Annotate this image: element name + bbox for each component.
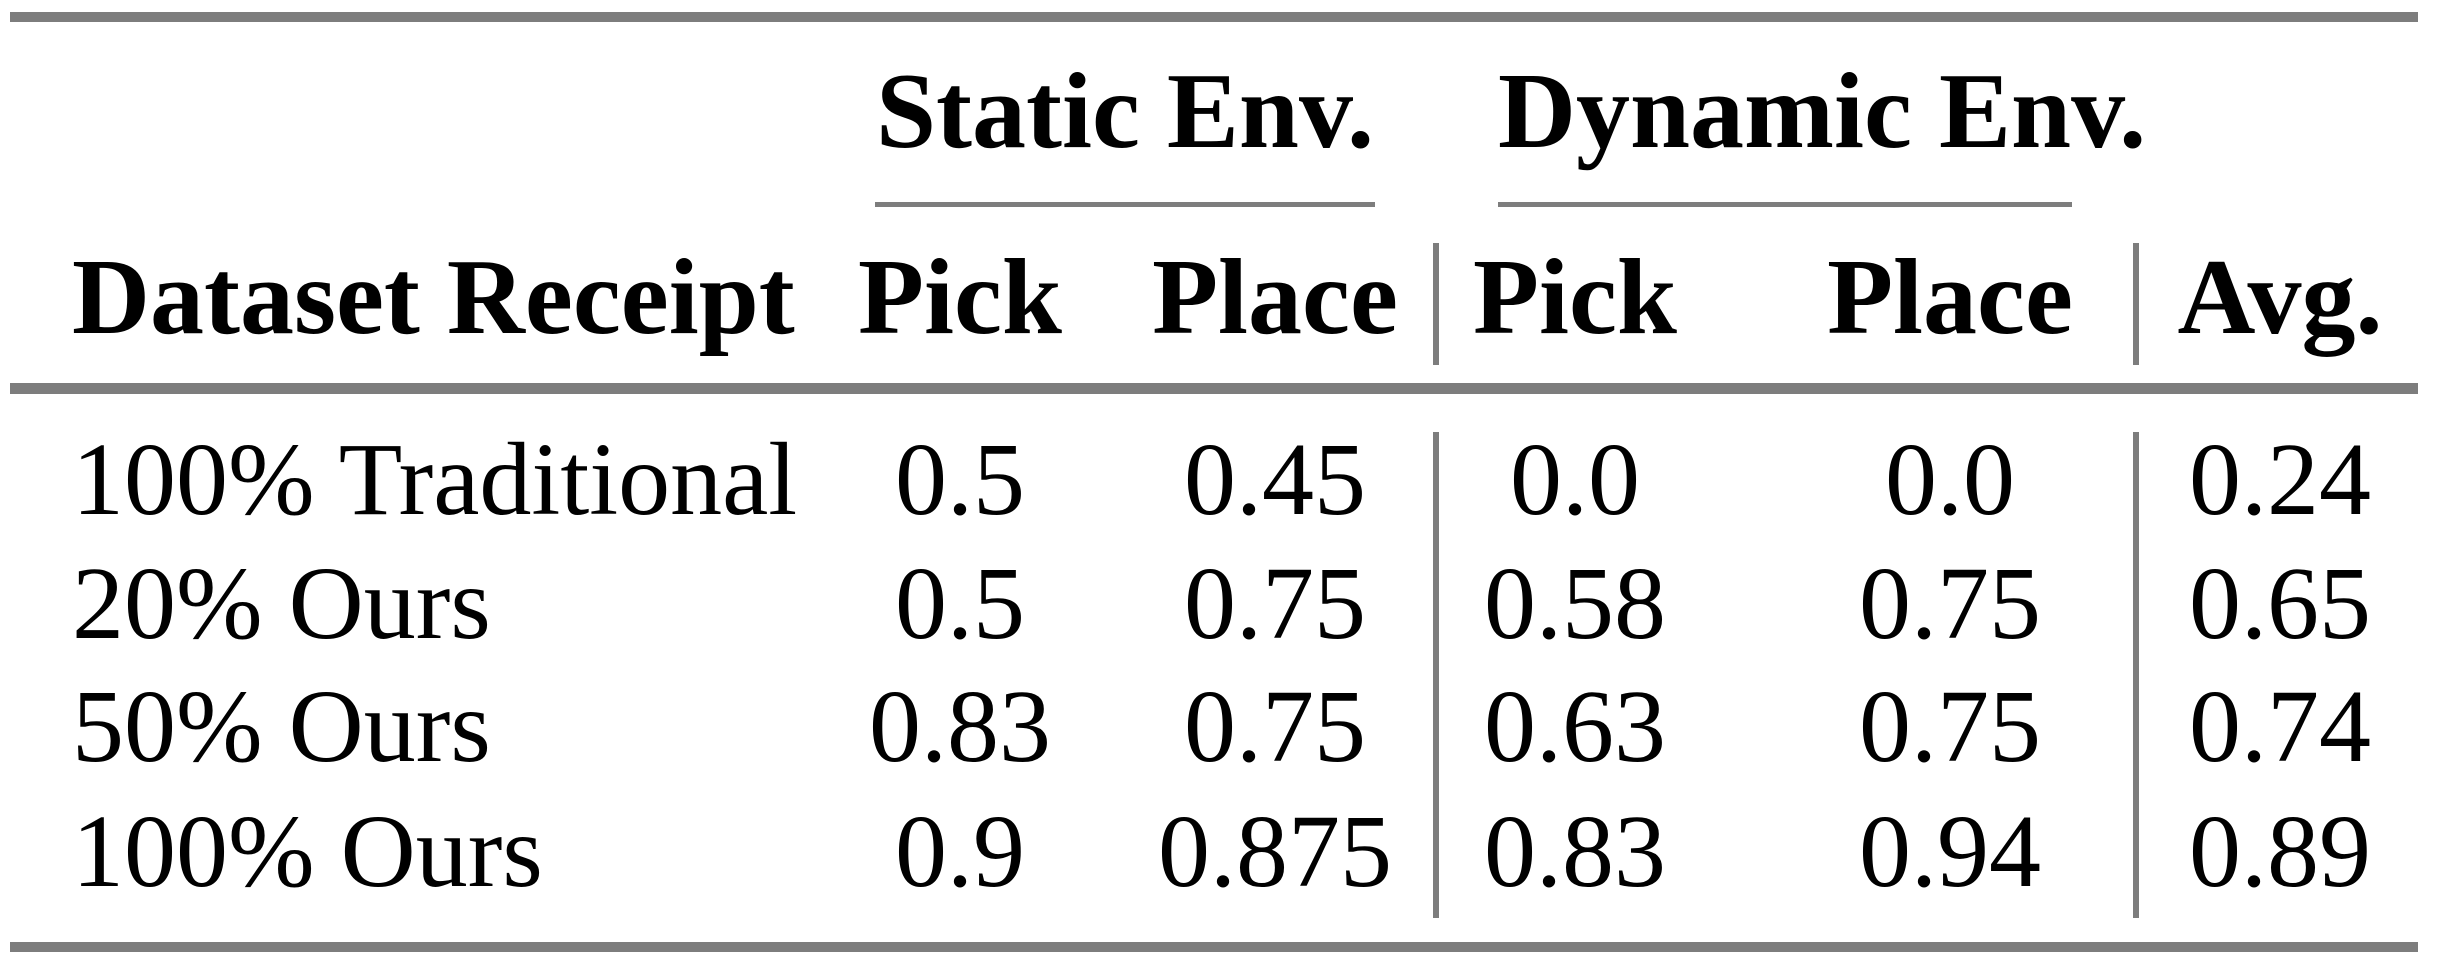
table-top-rule (10, 12, 2418, 22)
cell-dynamic-place: 0.75 (1859, 669, 2041, 784)
table-row: 100% Ours 0.9 0.875 0.83 0.94 0.89 (0, 797, 2440, 907)
cell-static-pick: 0.9 (895, 794, 1025, 909)
column-header-static-place: Place (1152, 238, 1398, 357)
table-row: 20% Ours 0.5 0.75 0.58 0.75 0.65 (0, 549, 2440, 659)
table-bottom-rule (10, 942, 2418, 952)
cell-dynamic-pick: 0.58 (1484, 546, 1666, 661)
cell-avg: 0.74 (2189, 669, 2371, 784)
vertical-separator-2-header (2133, 243, 2139, 365)
vertical-separator-1-header (1433, 243, 1439, 365)
column-header-dynamic-place: Place (1827, 238, 2073, 357)
cell-dynamic-pick: 0.63 (1484, 669, 1666, 784)
column-header-dynamic-pick: Pick (1473, 238, 1677, 357)
vertical-separator-1-body (1433, 432, 1439, 918)
column-header-dataset-receipt: Dataset Receipt (72, 238, 795, 357)
vertical-separator-2-body (2133, 432, 2139, 918)
cell-avg: 0.24 (2189, 422, 2371, 537)
group-header-static-env: Static Env. (875, 52, 1375, 171)
row-label: 50% Ours (72, 669, 491, 784)
cell-avg: 0.65 (2189, 546, 2371, 661)
group-header-dynamic-env: Dynamic Env. (1498, 52, 2147, 171)
row-label: 20% Ours (72, 546, 491, 661)
cell-dynamic-place: 0.0 (1885, 422, 2015, 537)
table-row: 50% Ours 0.83 0.75 0.63 0.75 0.74 (0, 672, 2440, 782)
column-header-avg: Avg. (2177, 238, 2383, 357)
cell-dynamic-pick: 0.83 (1484, 794, 1666, 909)
cell-dynamic-place: 0.94 (1859, 794, 2041, 909)
column-header-row: Dataset Receipt Pick Place Pick Place Av… (0, 243, 2440, 353)
cell-static-place: 0.875 (1158, 794, 1392, 909)
table-row: 100% Traditional 0.5 0.45 0.0 0.0 0.24 (0, 425, 2440, 535)
cell-static-place: 0.75 (1184, 546, 1366, 661)
table-mid-rule (10, 383, 2418, 394)
cell-static-pick: 0.83 (869, 669, 1051, 784)
cmidrule-dynamic-env (1498, 202, 2072, 207)
row-label: 100% Ours (72, 794, 543, 909)
cell-dynamic-pick: 0.0 (1510, 422, 1640, 537)
group-header-row: Static Env. Dynamic Env. (0, 52, 2440, 172)
column-header-static-pick: Pick (858, 238, 1062, 357)
cell-static-pick: 0.5 (895, 546, 1025, 661)
row-label: 100% Traditional (72, 422, 798, 537)
cell-static-place: 0.75 (1184, 669, 1366, 784)
cell-static-place: 0.45 (1184, 422, 1366, 537)
cell-dynamic-place: 0.75 (1859, 546, 2041, 661)
cell-static-pick: 0.5 (895, 422, 1025, 537)
cell-avg: 0.89 (2189, 794, 2371, 909)
cmidrule-static-env (875, 202, 1375, 207)
